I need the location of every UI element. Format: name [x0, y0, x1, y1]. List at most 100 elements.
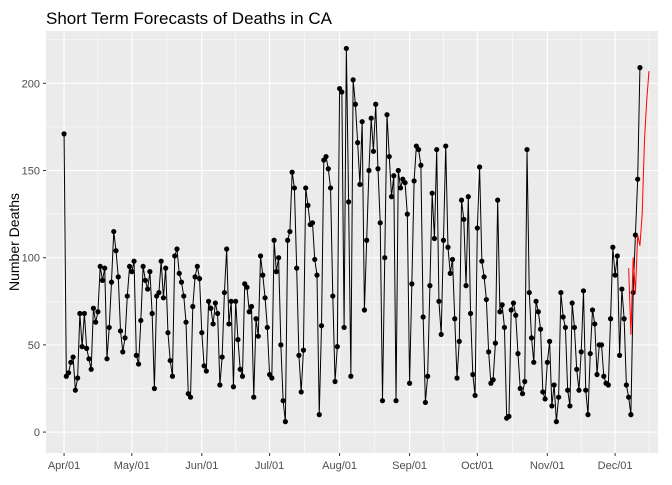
data-point — [517, 385, 523, 392]
x-tick-label: Jun/01 — [185, 460, 218, 472]
chart-title: Short Term Forecasts of Deaths in CA — [46, 9, 333, 28]
data-point — [138, 317, 144, 324]
data-point — [635, 176, 641, 182]
y-tick-label: 50 — [28, 340, 40, 352]
x-tick-label: Dec/01 — [598, 460, 633, 472]
data-point — [567, 403, 573, 409]
data-point — [585, 412, 591, 418]
data-point — [393, 398, 399, 404]
data-point — [565, 387, 571, 393]
data-point — [580, 288, 587, 294]
data-point — [578, 349, 584, 355]
data-point — [172, 253, 178, 259]
data-point — [506, 413, 512, 419]
data-point — [474, 225, 480, 231]
data-point — [142, 277, 148, 283]
data-point — [438, 331, 444, 338]
x-tick-label: Nov/01 — [530, 460, 565, 472]
x-tick-label: Apr/01 — [48, 460, 80, 472]
data-point — [492, 340, 498, 346]
data-point — [300, 347, 307, 353]
data-point — [481, 274, 487, 280]
data-point — [508, 307, 514, 313]
data-point — [156, 289, 162, 296]
data-point — [528, 335, 535, 341]
data-point — [621, 316, 627, 322]
data-point — [375, 166, 381, 172]
data-point — [160, 295, 167, 301]
data-point — [542, 396, 548, 402]
data-point — [594, 371, 600, 378]
data-point — [255, 333, 261, 339]
data-point — [174, 246, 180, 252]
x-axis: Apr/01 May/01 Jun/01 Jul/01 Aug/01 Sep/01 Oct/… — [48, 453, 633, 472]
data-point — [379, 398, 386, 404]
data-point — [409, 281, 415, 287]
data-point — [623, 382, 629, 388]
data-point — [262, 295, 268, 301]
data-point — [531, 359, 537, 365]
data-point — [181, 293, 187, 299]
data-point — [84, 345, 90, 351]
data-point — [192, 274, 198, 280]
data-point — [524, 146, 530, 153]
data-point — [190, 303, 196, 310]
data-point — [458, 197, 465, 203]
data-point — [445, 244, 451, 250]
data-point — [519, 391, 526, 397]
data-point — [486, 349, 492, 355]
data-point — [456, 338, 462, 344]
y-tick-label: 150 — [22, 166, 40, 178]
data-point — [499, 302, 505, 308]
data-point — [81, 310, 87, 317]
data-point — [402, 180, 408, 186]
data-point — [102, 265, 108, 271]
data-point — [224, 246, 230, 252]
data-point — [228, 298, 234, 304]
data-point — [208, 305, 214, 311]
data-point — [201, 363, 207, 369]
data-point — [269, 375, 275, 381]
data-point — [479, 258, 485, 264]
data-point — [361, 307, 368, 313]
data-point — [276, 255, 282, 261]
data-point — [350, 77, 356, 83]
data-point — [282, 419, 288, 425]
data-point — [449, 256, 456, 263]
data-point — [501, 324, 508, 331]
data-point — [370, 148, 377, 154]
data-point — [194, 263, 200, 270]
data-point — [352, 101, 358, 107]
data-point — [206, 298, 212, 304]
data-point — [176, 270, 182, 276]
x-tick-label: Oct/01 — [461, 460, 493, 472]
data-point — [151, 385, 157, 392]
data-point — [384, 112, 390, 118]
data-point — [490, 377, 496, 383]
data-point — [533, 298, 539, 304]
data-point — [294, 265, 300, 271]
x-tick-label: Jul/01 — [255, 460, 284, 472]
data-point — [97, 263, 103, 270]
data-point — [104, 356, 110, 362]
data-point — [346, 199, 352, 205]
data-point — [341, 324, 347, 331]
data-point — [124, 293, 130, 299]
data-point — [377, 220, 383, 226]
data-point — [547, 338, 553, 344]
y-tick-label: 100 — [22, 253, 40, 265]
data-point — [95, 309, 101, 315]
data-point — [135, 361, 142, 367]
data-point — [440, 237, 447, 243]
data-point — [230, 384, 237, 390]
data-point — [187, 394, 194, 400]
data-point — [576, 387, 582, 393]
data-point — [133, 352, 139, 358]
data-point — [235, 337, 241, 343]
data-point — [497, 309, 503, 315]
data-point — [75, 375, 81, 381]
data-point — [273, 269, 279, 275]
data-point — [219, 354, 225, 360]
data-point — [264, 324, 270, 331]
data-point — [366, 167, 372, 174]
